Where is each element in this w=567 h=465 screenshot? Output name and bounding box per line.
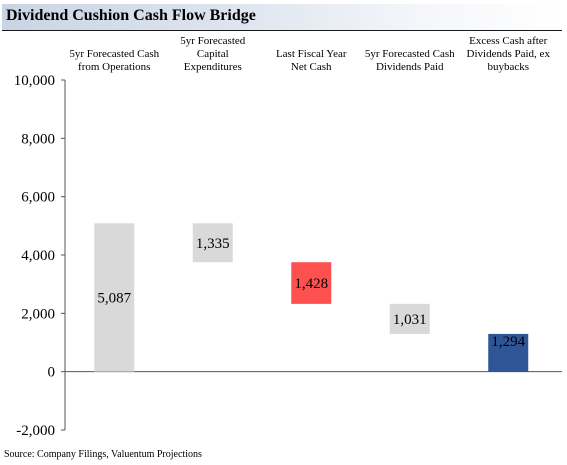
bar-value-label: 1,294: [491, 334, 525, 350]
y-tick-label: 2,000: [21, 306, 55, 322]
y-tick-label: 0: [48, 365, 56, 381]
source-note: Source: Company Filings, Valuentum Proje…: [4, 449, 202, 460]
bar: [389, 303, 430, 334]
bar-value-label: 5,087: [97, 290, 131, 306]
category-label: buybacks: [487, 61, 529, 73]
y-tick-label: 6,000: [21, 190, 55, 206]
y-tick-label: 10,000: [14, 73, 55, 89]
category-label: from Operations: [78, 61, 150, 73]
chart-title: Dividend Cushion Cash Flow Bridge: [6, 7, 256, 24]
category-label: 5yr Forecasted Cash: [69, 48, 159, 60]
chart-title-bar: Dividend Cushion Cash Flow Bridge: [2, 4, 562, 31]
category-label: Last Fiscal Year: [276, 48, 347, 60]
category-label: 5yr Forecasted: [180, 35, 246, 47]
bar-value-label: 1,031: [393, 312, 427, 328]
category-label: Net Cash: [291, 61, 332, 73]
category-label: 5yr Forecasted Cash: [365, 48, 455, 60]
category-label: Dividends Paid: [376, 61, 444, 73]
y-tick-label: 4,000: [21, 248, 55, 264]
bar: [488, 333, 529, 372]
category-label: Dividends Paid, ex: [467, 48, 551, 60]
bar: [291, 262, 332, 304]
category-label: Expenditures: [184, 61, 242, 73]
category-label: Capital: [197, 48, 229, 60]
y-tick-label: -2,000: [16, 423, 55, 439]
bar-value-label: 1,335: [196, 236, 230, 252]
bar-value-label: 1,428: [294, 276, 328, 292]
bar: [94, 223, 135, 372]
bar: [192, 223, 233, 263]
y-tick-label: 8,000: [21, 131, 55, 147]
category-label: Excess Cash after: [469, 35, 548, 47]
